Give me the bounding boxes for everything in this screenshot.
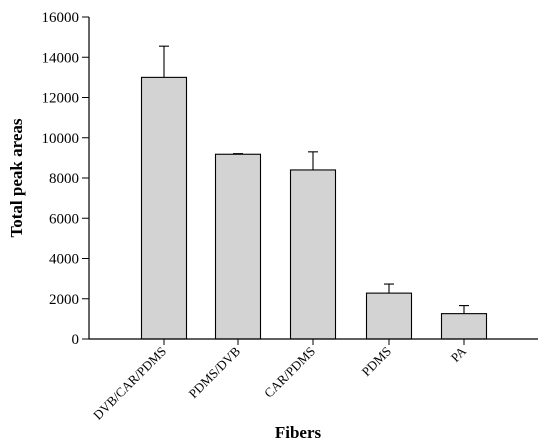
x-tick-labels-group: DVB/CAR/PDMS PDMS/DVB CAR/PDMS PDMS PA: [90, 339, 470, 423]
bar-pa: [440, 313, 488, 340]
x-tick-label: PDMS/DVB: [186, 343, 244, 401]
y-tick-label: 8000: [49, 171, 79, 187]
y-tick-label: 6000: [49, 211, 79, 227]
bar-car-pdms: [289, 169, 337, 340]
error-bar: [308, 151, 318, 170]
bar-pdms-dvb: [214, 153, 262, 340]
y-tick-label: 2000: [49, 292, 79, 308]
x-tick-label: PA: [448, 343, 470, 365]
error-bars-group: [159, 45, 469, 314]
y-tick-label: 14000: [42, 50, 80, 66]
y-tick-label: 0: [72, 332, 80, 348]
x-axis-title: Fibers: [275, 423, 322, 442]
y-ticks-group: 0 2000 4000 6000 8000 10000 12000 14000 16000: [42, 10, 89, 348]
bars-group: [140, 76, 488, 340]
error-bar: [233, 153, 243, 155]
y-tick-label: 12000: [42, 91, 80, 107]
bar-pdms: [365, 292, 413, 340]
error-bar: [384, 283, 394, 294]
y-axis-title: Total peak areas: [7, 118, 26, 237]
x-tick-label: DVB/CAR/PDMS: [90, 344, 169, 423]
error-bar: [459, 305, 469, 314]
error-bar: [159, 45, 169, 78]
y-tick-label: 10000: [42, 131, 80, 147]
bar-dvb-car-pdms: [140, 76, 188, 340]
y-tick-label: 4000: [49, 252, 79, 268]
x-tick-label: CAR/PDMS: [261, 344, 318, 401]
y-tick-label: 16000: [42, 10, 80, 26]
x-tick-label: PDMS: [358, 344, 394, 380]
